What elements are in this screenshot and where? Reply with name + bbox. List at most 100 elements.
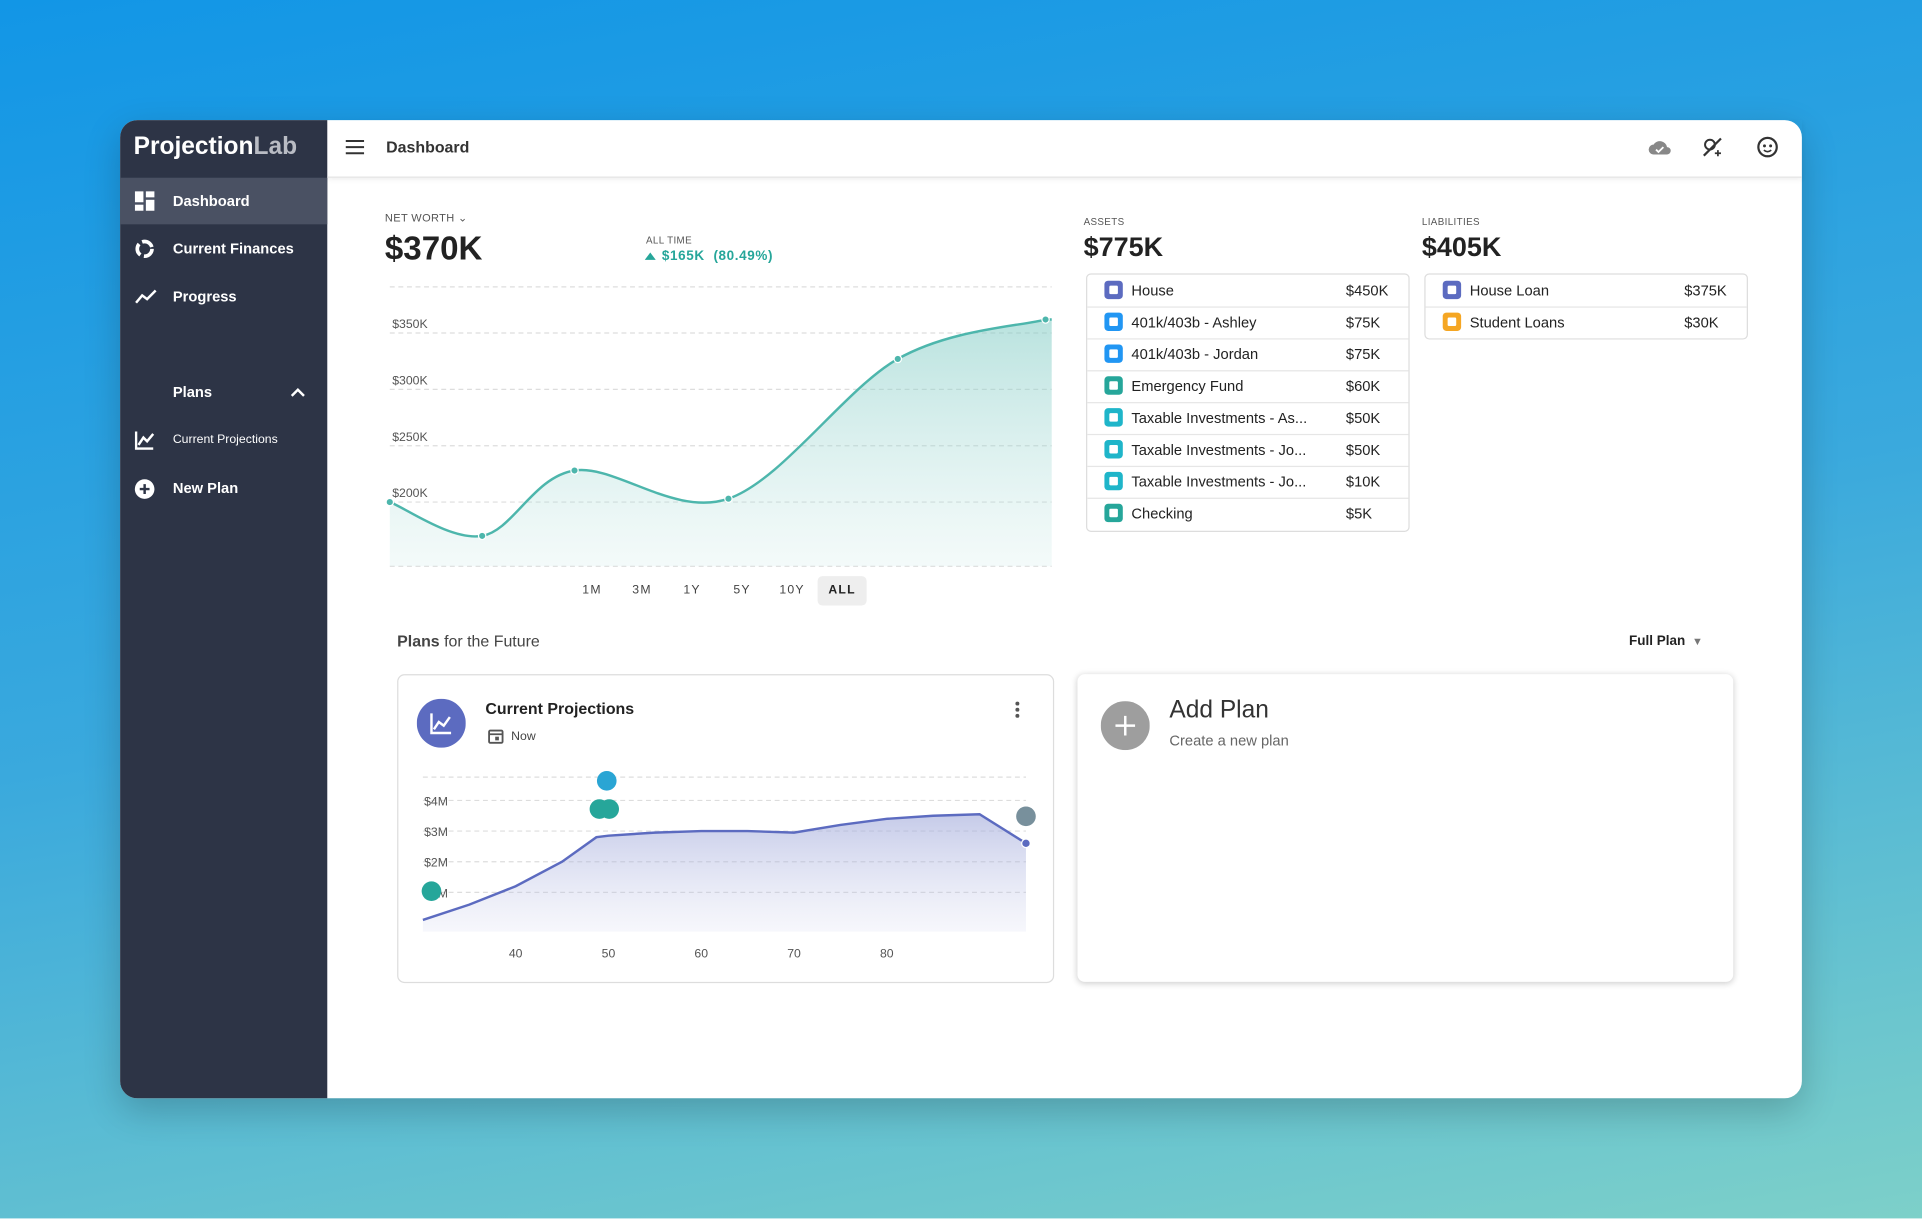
y-tick-label: $1M [424,886,448,900]
table-row[interactable]: Taxable Investments - As... $50K [1087,402,1409,436]
net-worth-chart: $200K $250K $300K $350K [385,286,1052,567]
y-tick-label: $4M [424,794,448,808]
change: $165K [661,248,705,264]
icon-glyph [1109,413,1118,422]
table-row[interactable]: 401k/403b - Jordan $75K [1087,338,1409,372]
row-name: 401k/403b - Ashley [1131,313,1257,331]
plan-icon [416,698,466,748]
row-name: House Loan [1469,281,1550,300]
row-name: Taxable Investments - Jo... [1131,473,1307,491]
plans-heading[interactable]: Plans [172,383,213,401]
nav-item[interactable]: Current Finances [172,240,294,258]
y-tick-label: $2M [424,856,448,870]
nav-icon [134,431,155,450]
icon-glyph [1109,476,1118,486]
y-tick-label: $300K [392,373,428,387]
table-row[interactable]: House $450K [1087,275,1409,308]
net-worth-label[interactable]: NET WORTH ⌄ [384,211,468,224]
nav-item[interactable]: Dashboard [172,192,250,210]
assets-label: ASSETS [1083,216,1125,228]
nav-icon [134,191,155,211]
row-icon [1104,312,1123,331]
range-button[interactable]: 1M [582,583,602,597]
nav-icon [135,289,157,304]
menu-button[interactable] [345,139,366,155]
table-row[interactable]: House Loan $375K [1425,275,1747,308]
row-value: $5K [1345,505,1373,523]
row-icon [1104,471,1123,491]
table-row[interactable]: Student Loans $30K [1426,306,1747,338]
row-icon [1104,376,1123,395]
chevron-up[interactable] [290,386,306,398]
up-arrow [644,252,656,260]
net-worth-change: $165K (80.49%) [662,249,773,264]
row-value: $375K [1684,281,1727,300]
period-label: ALL TIME [645,234,692,246]
y-tick-label: $200K [392,486,428,500]
add-plan-title: Add Plan [1169,696,1269,724]
table-row[interactable]: 401k/403b - Ashley $75K [1087,306,1409,340]
assets-table: House $450K 401k/403b - Ashley $75K 401k/403… [1086,273,1410,532]
y-tick-label: $350K [392,317,428,331]
plan-menu[interactable] [1014,700,1021,720]
nav-item[interactable]: Progress [172,288,237,306]
row-value: $75K [1345,313,1381,331]
row-icon [1104,408,1123,427]
nav-item[interactable]: New Plan [172,479,239,497]
plans-subheading: for the Future [444,631,540,651]
line [422,812,1027,922]
brand-suffix: Lab [253,132,298,160]
plan-date: Now [511,729,536,744]
sync-button[interactable] [1647,137,1672,157]
liabilities-total: $405K [1421,231,1502,263]
icon-glyph [1447,317,1457,327]
row-name: Emergency Fund [1131,377,1244,395]
theme-button[interactable] [1701,136,1723,158]
row-name: 401k/403b - Jordan [1131,345,1259,363]
add-icon [1100,701,1150,751]
row-icon [1104,280,1123,300]
label-text: NET WORTH [384,211,455,224]
row-icon [1442,280,1462,300]
sidebar [120,120,328,1099]
y-tick-label: $3M [424,825,448,839]
brand-name: Projection [133,132,254,160]
table-row[interactable]: Emergency Fund $60K [1087,370,1409,404]
liabilities-label: LIABILITIES [1421,216,1480,228]
range-button[interactable]: 3M [632,583,652,597]
table-row[interactable]: Taxable Investments - Jo... $10K [1087,466,1409,499]
range-button[interactable]: ALL [817,576,867,606]
plans-heading: Plans [397,631,440,651]
page-title: Dashboard [386,137,470,157]
view-select[interactable]: Full Plan ▼ [1629,633,1703,649]
x-tick-label: 60 [694,946,708,960]
point [893,354,903,364]
row-value: $30K [1684,313,1719,331]
range-button[interactable]: 5Y [733,583,751,597]
point [1021,838,1031,849]
plan-card[interactable] [397,674,1055,984]
row-name: Student Loans [1469,313,1565,331]
icon-glyph [1109,508,1118,518]
row-name: House [1131,281,1174,300]
icon-glyph [1109,317,1118,327]
row-value: $10K [1345,473,1381,491]
area [389,319,1052,567]
range-button[interactable]: 10Y [779,583,805,597]
range-button[interactable]: 1Y [683,583,701,597]
projection-chart: $1M $2M $3M $4M 40 50 60 70 80 [422,776,1031,960]
plans-title: Plans for the Future [397,632,540,650]
x-tick-label: 70 [787,946,801,960]
point [570,466,579,475]
icon-glyph [1109,381,1118,390]
add-plan-card[interactable] [1077,674,1734,982]
point [385,497,395,507]
nav-item[interactable]: Current Projections [172,433,278,447]
account-button[interactable] [1757,136,1779,158]
point [724,494,733,503]
nav-icon [135,239,154,259]
table-row[interactable]: Taxable Investments - Jo... $50K [1087,434,1409,468]
table-row[interactable]: Checking $5K [1087,498,1408,530]
